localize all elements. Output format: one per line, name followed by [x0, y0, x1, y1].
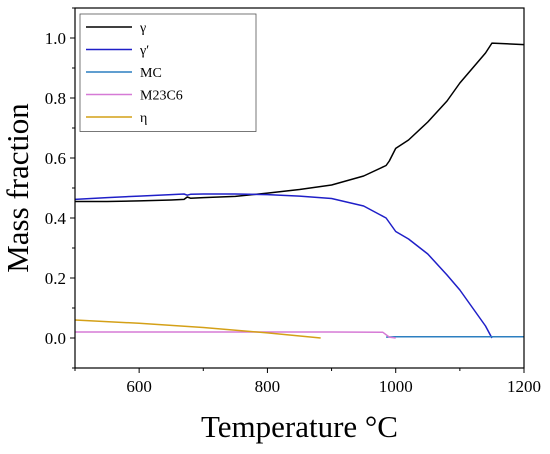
- legend-label-0: γ: [139, 21, 146, 36]
- legend-label-1: γ′: [139, 44, 149, 59]
- legend-label-3: M23C6: [140, 89, 183, 104]
- plot-area: [74, 42, 525, 339]
- x-axis-title: Temperature °C: [201, 409, 398, 444]
- x-tick-label: 1200: [507, 377, 541, 396]
- x-tick-label: 1000: [379, 377, 413, 396]
- y-tick-label: 0.2: [45, 269, 66, 288]
- series-line-4: [74, 319, 321, 339]
- legend-label-2: MC: [140, 66, 162, 81]
- series-line-1: [74, 193, 493, 339]
- legend: γ γ′ MC M23C6 η: [79, 13, 257, 132]
- axes: 600 800 1000 1200 0.0 0.2 0.4 0.6 0.8 1.0: [45, 7, 541, 396]
- series-line-3: [75, 331, 396, 339]
- series-line-0: [75, 42, 525, 203]
- y-tick-label: 0.8: [45, 89, 66, 108]
- y-tick-label: 0.0: [45, 329, 66, 348]
- y-axis-title: Mass fraction: [0, 103, 35, 273]
- x-tick-label: 600: [126, 377, 152, 396]
- x-tick-label: 800: [255, 377, 281, 396]
- y-tick-label: 0.4: [45, 209, 67, 228]
- legend-label-4: η: [140, 111, 147, 126]
- y-tick-label: 1.0: [45, 29, 66, 48]
- y-tick-label: 0.6: [45, 149, 66, 168]
